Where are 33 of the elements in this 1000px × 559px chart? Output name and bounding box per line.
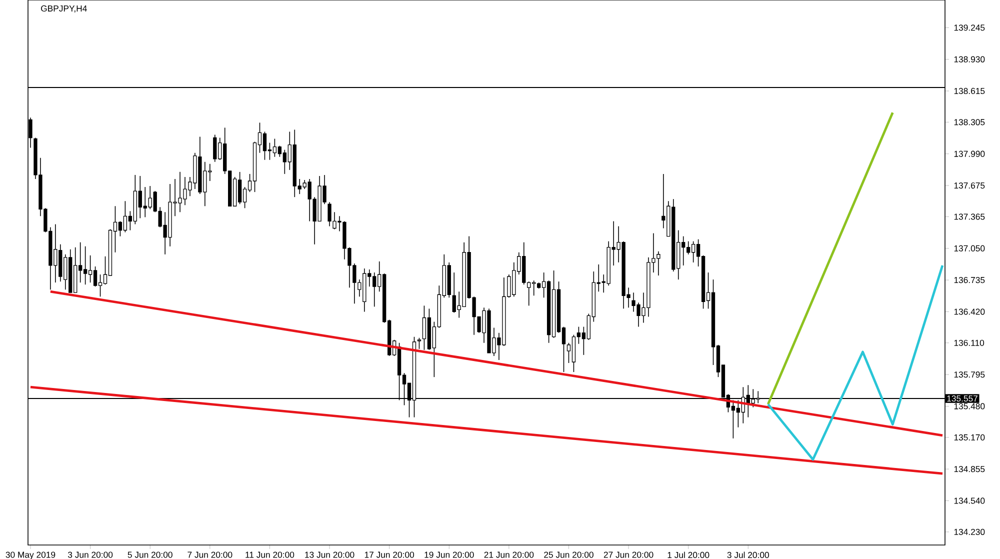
y-tick-label: 137.675 [954,182,985,189]
x-tick-label: 11 Jun 20:00 [246,552,294,558]
y-tick-label: 136.735 [954,276,985,284]
line-series [766,264,944,461]
text: GBPJPY,H4 [41,5,87,13]
ref-line-label: 135.557 [947,395,978,402]
y-tick-label: 136.110 [954,340,984,346]
y-tick-label: 135.170 [954,434,985,440]
x-tick-label: 13 Jun 20:00 [305,552,354,558]
x-tick-label: 3 Jul 20:00 [727,552,769,558]
y-tick-label: 134.230 [954,528,985,535]
y-tick-label: 137.990 [954,150,985,157]
y-tick-label: 135.480 [954,403,985,410]
candlestick [417,337,422,350]
x-tick-label: 21 Jun 20:00 [484,552,534,558]
y-tick-label: 134.540 [954,498,985,504]
x-tick-label: 3 Jun 20:00 [68,552,113,558]
y-tick-label: 134.855 [954,466,985,472]
x-tick-label: 17 Jun 20:00 [364,552,414,558]
y-tick-label: 139.245 [954,24,985,31]
x-tick-label: 25 Jun 20:00 [544,552,594,558]
y-tick-label: 135.795 [954,371,985,378]
x-tick-label: 1 Jul 20:00 [668,552,710,558]
y-tick-label: 138.615 [954,88,985,94]
x-tick-label: 7 Jun 20:00 [188,552,232,558]
y-tick-label: 136.420 [954,308,985,315]
x-tick-label: 27 Jun 20:00 [604,552,654,558]
x-tick-label: 5 Jun 20:00 [128,552,172,558]
x-tick-label: 19 Jun 20:00 [424,552,474,558]
y-tick-label: 138.305 [954,119,985,126]
y-tick-label: 137.050 [954,245,985,252]
y-tick-label: 137.365 [954,214,985,220]
y-tick-label: 138.930 [954,56,985,62]
